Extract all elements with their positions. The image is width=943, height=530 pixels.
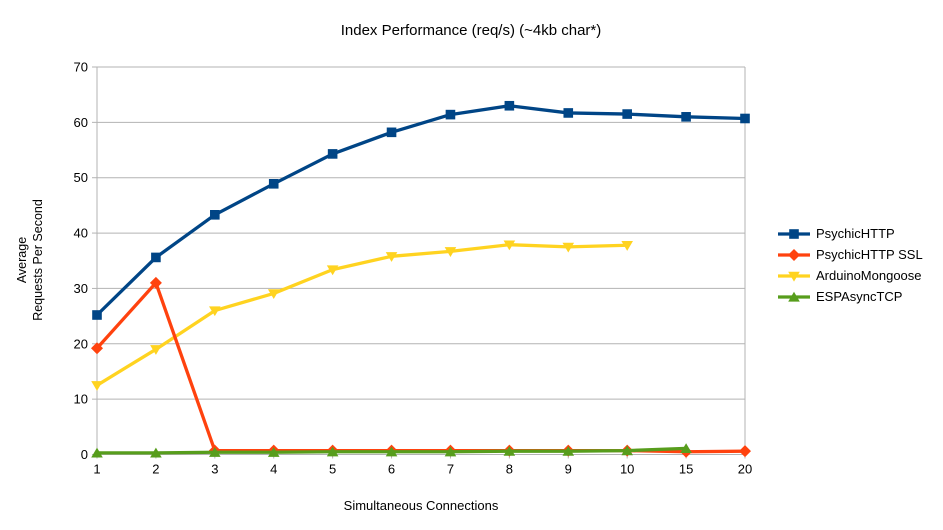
triangle-down-marker bbox=[444, 247, 457, 257]
series-line bbox=[95, 281, 747, 454]
legend-label: ArduinoMongoose bbox=[816, 268, 922, 283]
legend-label: PsychicHTTP bbox=[816, 226, 895, 241]
legend: PsychicHTTP PsychicHTTP SSL ArduinoMongoos… bbox=[777, 223, 923, 307]
triangle-up-marker bbox=[267, 447, 280, 457]
legend-item-psychichttp: PsychicHTTP bbox=[777, 223, 923, 244]
square-marker bbox=[740, 113, 750, 124]
triangle-down-marker bbox=[621, 241, 633, 251]
legend-swatch-diamond-icon bbox=[778, 248, 810, 261]
diamond-marker bbox=[149, 276, 162, 289]
triangle-down-marker bbox=[788, 271, 800, 282]
x-tick-label: 15 bbox=[679, 462, 693, 477]
legend-item-espasynctcp: ESPAsyncTCP bbox=[777, 286, 923, 307]
triangle-up-marker bbox=[91, 447, 103, 458]
triangle-up-marker bbox=[788, 291, 800, 302]
triangle-up-marker bbox=[150, 447, 162, 458]
x-tick-label: 4 bbox=[270, 462, 277, 477]
triangle-up-marker bbox=[621, 445, 633, 456]
y-tick-label: 50 bbox=[74, 170, 88, 185]
square-marker bbox=[563, 108, 574, 118]
triangle-down-marker bbox=[209, 306, 221, 317]
series-arduinomongoose bbox=[91, 240, 633, 391]
square-marker bbox=[445, 109, 456, 120]
legend-label: ESPAsyncTCP bbox=[816, 289, 903, 304]
chart-title: Index Performance (req/s) (~4kb char*) bbox=[340, 22, 602, 39]
square-marker bbox=[386, 127, 397, 138]
y-tick-label: 30 bbox=[74, 281, 88, 296]
x-tick-label: 10 bbox=[620, 462, 634, 477]
x-tick-label: 9 bbox=[565, 462, 572, 477]
legend-swatch-triangle-down-icon bbox=[778, 271, 810, 282]
legend-swatch-square-icon bbox=[778, 228, 810, 239]
triangle-up-marker bbox=[209, 447, 221, 457]
triangle-down-marker bbox=[385, 252, 398, 262]
triangle-up-marker bbox=[680, 443, 692, 454]
triangle-down-marker bbox=[326, 265, 339, 276]
square-marker bbox=[622, 109, 632, 119]
legend-swatch-triangle-up-icon bbox=[778, 291, 810, 302]
diamond-marker bbox=[91, 342, 103, 355]
x-tick-label: 1 bbox=[93, 462, 100, 477]
square-marker bbox=[504, 100, 515, 111]
legend-item-psychichttp-ssl: PsychicHTTP SSL bbox=[777, 244, 923, 265]
triangle-up-marker bbox=[326, 446, 339, 457]
square-marker bbox=[210, 210, 220, 220]
series-psychichttp bbox=[92, 100, 750, 320]
x-axis-title: Simultaneous Connections bbox=[343, 498, 499, 513]
y-tick-label: 70 bbox=[74, 60, 88, 75]
triangle-down-marker bbox=[267, 289, 280, 300]
triangle-up-marker bbox=[385, 446, 398, 457]
series-line bbox=[95, 104, 747, 317]
x-tick-label: 2 bbox=[152, 462, 159, 477]
square-marker bbox=[151, 252, 161, 263]
square-marker bbox=[327, 149, 338, 159]
triangle-up-marker bbox=[503, 445, 516, 456]
x-tick-label: 7 bbox=[447, 462, 454, 477]
x-tick-label: 20 bbox=[738, 462, 752, 477]
y-tick-label: 60 bbox=[74, 115, 88, 130]
triangle-down-marker bbox=[150, 345, 162, 355]
series-psychichttp-ssl bbox=[91, 276, 751, 458]
square-marker bbox=[92, 310, 102, 320]
x-tick-label: 5 bbox=[329, 462, 336, 477]
y-tick-label: 40 bbox=[74, 226, 88, 241]
square-marker bbox=[268, 179, 279, 189]
triangle-down-marker bbox=[562, 242, 575, 253]
x-tick-label: 8 bbox=[506, 462, 513, 477]
x-tick-label: 6 bbox=[388, 462, 395, 477]
triangle-up-marker bbox=[562, 445, 575, 456]
legend-label: PsychicHTTP SSL bbox=[816, 247, 923, 262]
square-marker bbox=[789, 228, 799, 239]
triangle-down-marker bbox=[91, 381, 103, 391]
y-tick-label: 0 bbox=[81, 447, 88, 462]
square-marker bbox=[681, 112, 691, 122]
series-espasynctcp bbox=[91, 443, 692, 458]
x-tick-label: 3 bbox=[211, 462, 218, 477]
series-line bbox=[95, 243, 629, 387]
triangle-down-marker bbox=[503, 240, 516, 251]
y-tick-label: 20 bbox=[74, 336, 88, 351]
diamond-marker bbox=[788, 248, 800, 261]
diamond-marker bbox=[739, 445, 751, 458]
legend-item-arduinomongoose: ArduinoMongoose bbox=[777, 265, 923, 286]
triangle-up-marker bbox=[444, 446, 457, 457]
y-tick-label: 10 bbox=[74, 392, 88, 407]
